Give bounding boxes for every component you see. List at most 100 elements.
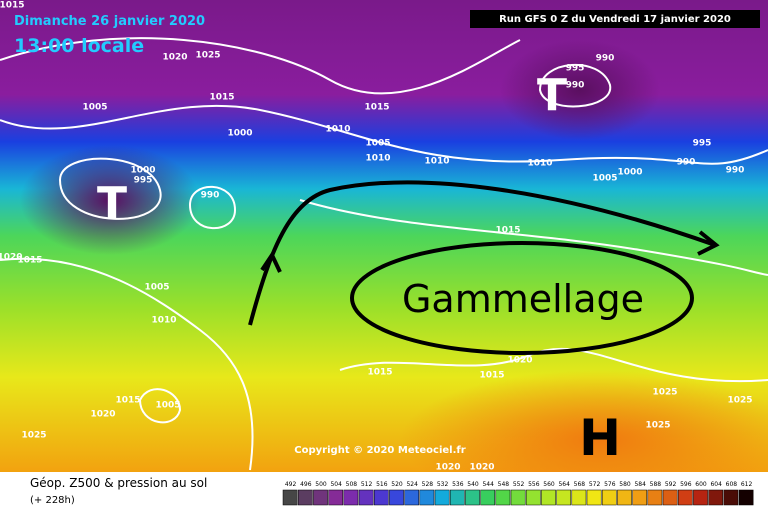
isobar-label: 1015 [367,368,392,378]
isobar-label: 1010 [527,159,552,169]
scale-label: 596 [680,481,692,488]
scale-label: 604 [710,481,722,488]
isobar-label: 1025 [727,396,752,406]
scale-label: 584 [634,481,646,488]
scale-swatch [662,489,678,506]
scale-swatch [434,489,450,506]
isobars [0,37,768,471]
isobar-label: 1020 [0,253,23,263]
scale-label: 580 [619,481,631,488]
scale-swatch [373,489,389,506]
scale-swatch [282,489,298,506]
scale-label: 572 [589,481,601,488]
isobar-label: 1000 [617,168,642,178]
scale-label: 608 [726,481,738,488]
scale-label: 508 [346,481,358,488]
scale-label: 612 [741,481,753,488]
footer-title: Géop. Z500 & pression au sol [30,476,207,490]
scale-label: 588 [650,481,662,488]
isobar-label: 1015 [209,93,234,103]
scale-label: 492 [285,481,297,488]
low-label: T [537,70,567,121]
isobar-label: 1015 [479,371,504,381]
scale-swatch [617,489,632,506]
scale-swatch [601,489,617,506]
isobar-label: 1010 [365,154,390,164]
isobar-label: 990 [726,166,745,176]
isobar-label: 1000 [130,166,155,176]
isobar-label: 990 [566,81,585,91]
low-core [500,40,660,140]
scale-swatch [647,489,663,506]
scale-swatch [419,489,435,506]
scale-label: 568 [574,481,586,488]
isobar-label: 1015 [495,226,520,236]
scale-label: 544 [482,481,494,488]
run-box [470,10,760,28]
isobar-label: 1025 [195,51,220,61]
isobar-label: 1005 [82,103,107,113]
scale-swatch [480,489,496,506]
isobar-label: 1005 [155,401,180,411]
scale-swatch [708,489,724,506]
isobar-label: 1020 [435,463,460,473]
isobar-label: 1010 [325,125,350,135]
scale-swatch [723,489,739,506]
scale-swatch [632,489,648,506]
scale-label: 524 [406,481,418,488]
color-scale: 492 496 500 504 508 512 516 520 524 528 532 536 540 5… [282,481,754,506]
low-label: T [97,178,127,229]
scale-label: 504 [330,481,342,488]
scale-label: 528 [422,481,434,488]
isobar-label: 1005 [592,174,617,184]
scale-label: 516 [376,481,388,488]
scale-label: 600 [695,481,707,488]
scale-swatch [510,489,526,506]
isobar-label: 1015 [17,256,42,266]
isobar-label: 990 [677,158,696,168]
isobar-label: 1020 [162,53,187,63]
scale-label: 532 [437,481,449,488]
scale-label: 576 [604,481,616,488]
isobar-label: 1020 [507,356,532,366]
scale-swatch [525,489,541,506]
scale-label: 556 [528,481,540,488]
copyright: Copyright © 2020 Meteociel.fr [294,445,465,456]
date: Dimanche 26 janvier 2020 [14,14,205,29]
scale-swatch [738,489,754,506]
scale-label: 512 [361,481,373,488]
scale-label: 496 [300,481,312,488]
time: 13:00 locale [14,35,144,57]
scale-swatch [541,489,556,506]
scale-label: 540 [467,481,479,488]
scale-label: 560 [543,481,555,488]
lead-time: (+ 228h) [30,495,75,506]
run-label: Run GFS 0 Z du Vendredi 17 janvier 2020 [499,14,731,25]
scale-label: 536 [452,481,464,488]
scale-label: 564 [558,481,570,488]
isobar-label: 990 [596,54,615,64]
isobar-label: 995 [566,64,585,74]
isobar-label: 1020 [469,463,494,473]
isobar-label: 1025 [21,431,46,441]
isobar-label: 1005 [144,283,169,293]
isobar-label: 990 [201,191,220,201]
scale-swatch [404,489,420,506]
isobar-label: 1010 [424,157,449,167]
isobar-label: 1000 [227,129,252,139]
scale-label: 552 [513,481,525,488]
scale-swatch [389,489,404,506]
annotation: Gammellage [402,277,644,321]
scale-swatch [693,489,708,506]
isobar-label: 1015 [0,1,25,11]
isobar-label: 995 [134,176,153,186]
annotations [248,180,720,355]
scale-label: 592 [665,481,677,488]
scale-label: 520 [391,481,403,488]
isobar-label: 1015 [364,103,389,113]
low-core [20,145,200,255]
isobar-label: 1015 [115,396,140,406]
scale-swatch [358,489,374,506]
